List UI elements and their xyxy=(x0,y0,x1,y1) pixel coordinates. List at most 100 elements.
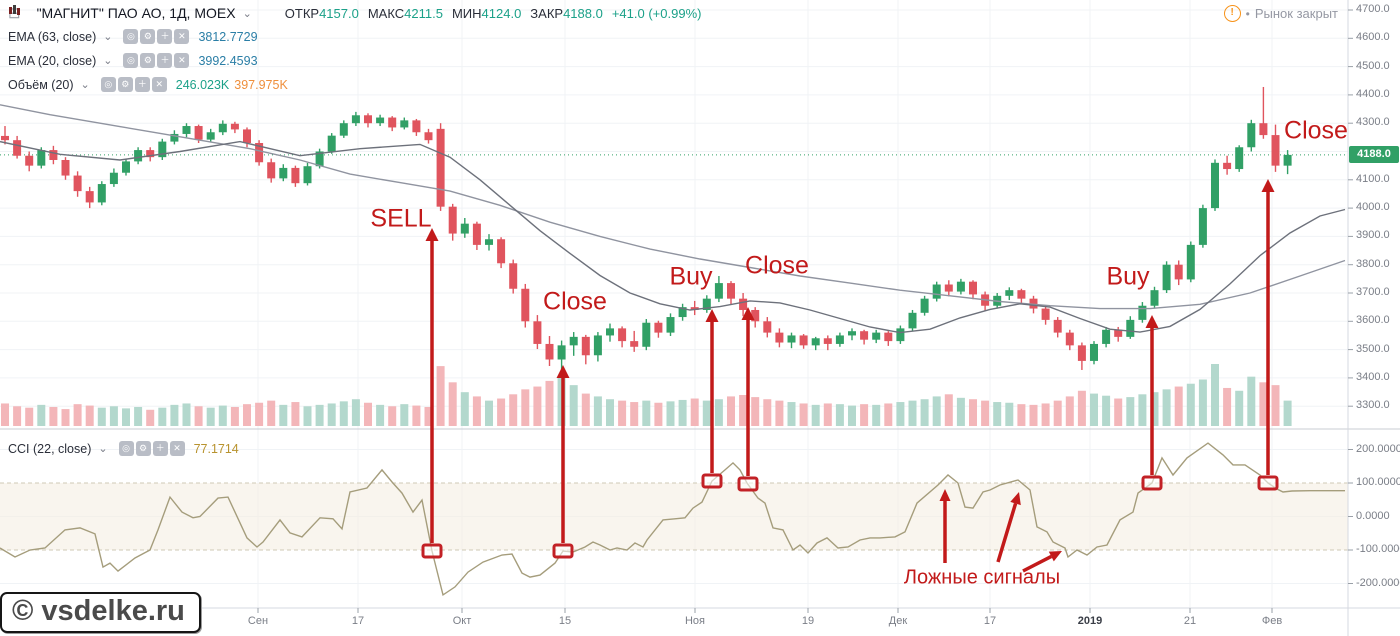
candle xyxy=(424,132,433,141)
volume-bar xyxy=(1247,376,1256,426)
indicator-row-ema20: EMA (20, close) ⌄ ◎ ⚙ ＋ ✕ 3992.4593 xyxy=(8,53,258,68)
chevron-down-icon[interactable]: ⌄ xyxy=(98,443,108,455)
volume-bar xyxy=(896,402,905,426)
volume-bar xyxy=(606,399,614,426)
volume-bar xyxy=(860,404,869,426)
volume-bar xyxy=(400,404,409,426)
candle xyxy=(823,338,832,344)
chevron-down-icon[interactable]: ⌄ xyxy=(242,7,252,20)
volume-bar xyxy=(351,399,360,426)
candle xyxy=(714,283,723,299)
candle xyxy=(206,132,215,140)
close-icon[interactable]: ✕ xyxy=(169,441,185,456)
indicator-name[interactable]: CCI (22, close) xyxy=(8,441,92,456)
add-icon[interactable]: ＋ xyxy=(152,441,168,456)
chevron-down-icon[interactable]: ⌄ xyxy=(80,79,90,91)
time-axis-label: Фев xyxy=(1261,615,1283,627)
indicator-name[interactable]: EMA (20, close) xyxy=(8,53,97,68)
cci-axis-label: 100.0000 xyxy=(1356,476,1400,488)
volume-bar xyxy=(37,404,46,426)
settings-icon[interactable]: ⚙ xyxy=(140,53,156,68)
signal-arrowhead xyxy=(1261,179,1275,192)
signal-arrowhead xyxy=(741,307,755,320)
volume-bar xyxy=(872,404,881,426)
candle xyxy=(25,155,34,166)
visibility-icon[interactable]: ◎ xyxy=(118,441,134,456)
candle xyxy=(497,239,506,264)
settings-icon[interactable]: ⚙ xyxy=(135,441,151,456)
candle xyxy=(1017,290,1026,299)
chevron-down-icon[interactable]: ⌄ xyxy=(103,31,113,43)
false-signal-arrow xyxy=(996,502,1018,563)
symbol-title[interactable]: "МАГНИТ" ПАО АО, 1Д, MOEX xyxy=(36,5,236,21)
candle xyxy=(448,206,457,234)
warning-icon[interactable]: ! xyxy=(1223,5,1241,22)
volume-bar xyxy=(1041,403,1050,426)
volume-bar xyxy=(243,404,251,426)
volume-bar xyxy=(1017,404,1026,426)
settings-icon[interactable]: ⚙ xyxy=(117,77,133,92)
candle xyxy=(1090,343,1098,361)
time-axis-label: Дек xyxy=(888,615,908,627)
candle xyxy=(1005,290,1014,296)
signal-marker xyxy=(701,473,723,489)
volume-bar xyxy=(1005,402,1014,426)
vsdelke-watermark: © vsdelke.ru xyxy=(0,592,201,633)
price-axis-label: 4600.0 xyxy=(1356,31,1390,44)
volume-bar xyxy=(678,399,687,426)
indicator-buttons[interactable]: ◎ ⚙ ＋ ✕ xyxy=(123,53,190,68)
indicator-buttons[interactable]: ◎ ⚙ ＋ ✕ xyxy=(123,29,190,44)
candle xyxy=(908,312,917,329)
indicator-name[interactable]: EMA (63, close) xyxy=(8,29,97,44)
visibility-icon[interactable]: ◎ xyxy=(100,77,116,92)
candle xyxy=(569,336,578,346)
chevron-down-icon[interactable]: ⌄ xyxy=(103,55,113,67)
signal-marker xyxy=(552,543,574,559)
volume-bar xyxy=(739,395,748,426)
candle xyxy=(1235,147,1244,170)
volume-bar xyxy=(485,400,493,426)
volume-bar xyxy=(618,400,627,426)
volume-bar xyxy=(303,406,312,426)
candle xyxy=(1065,332,1074,346)
price-axis-label: 3900.0 xyxy=(1356,229,1390,242)
add-icon[interactable]: ＋ xyxy=(157,29,173,44)
volume-bar xyxy=(509,394,518,426)
candle xyxy=(364,115,372,124)
volume-bar xyxy=(460,392,469,426)
volume-bar xyxy=(835,404,844,426)
volume-bar xyxy=(1150,392,1159,426)
candle xyxy=(835,335,844,344)
candle xyxy=(243,129,251,144)
close-icon[interactable]: ✕ xyxy=(151,77,167,92)
candle xyxy=(303,166,312,184)
candle xyxy=(1150,290,1159,306)
volume-bar xyxy=(521,389,530,426)
candle xyxy=(860,331,869,340)
volume-bar xyxy=(1077,390,1086,426)
time-axis-label: 15 xyxy=(558,615,572,627)
indicator-buttons[interactable]: ◎ ⚙ ＋ ✕ xyxy=(100,77,167,92)
close-icon[interactable]: ✕ xyxy=(174,29,190,44)
close-icon[interactable]: ✕ xyxy=(174,53,190,68)
signal-label-buy: Buy xyxy=(669,262,713,291)
candle xyxy=(61,159,70,176)
price-axis-label: 3700.0 xyxy=(1356,286,1390,298)
candle xyxy=(158,141,167,158)
volume-bar xyxy=(654,402,663,426)
indicator-buttons[interactable]: ◎ ⚙ ＋ ✕ xyxy=(118,441,185,456)
volume-bar xyxy=(884,403,893,426)
volume-bar xyxy=(775,400,784,426)
indicator-name[interactable]: Объём (20) xyxy=(8,77,74,92)
false-signal-arrowhead xyxy=(1048,551,1062,562)
volume-bar xyxy=(1,403,9,426)
add-icon[interactable]: ＋ xyxy=(134,77,150,92)
settings-icon[interactable]: ⚙ xyxy=(140,29,156,44)
volume-bar xyxy=(472,396,481,426)
add-icon[interactable]: ＋ xyxy=(157,53,173,68)
volume-bar xyxy=(630,402,639,426)
visibility-icon[interactable]: ◎ xyxy=(123,53,139,68)
candle xyxy=(1114,329,1123,337)
visibility-icon[interactable]: ◎ xyxy=(123,29,139,44)
